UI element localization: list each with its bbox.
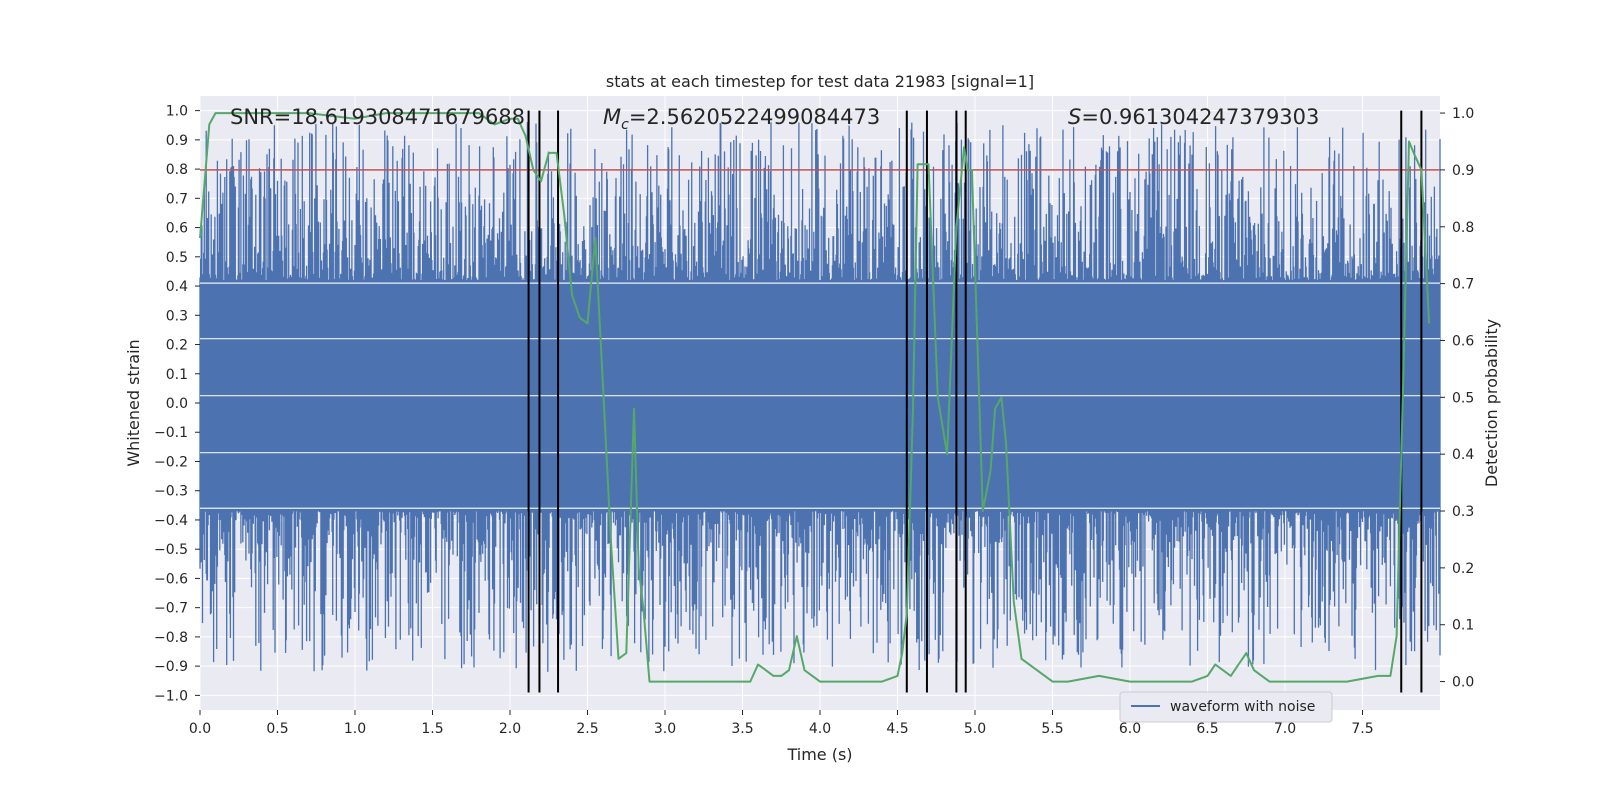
y2-axis-ticks: 1.0 0.9 0.8 0.7 0.6 0.5 0.4 0.3 0.2 0.1 0.0 — [1440, 106, 1474, 691]
x-tick-label: 7.0 — [1274, 721, 1296, 737]
chirp-mass-annotation: Mc=2.5620522499084473 — [603, 105, 880, 133]
y2-tick-label: 0.6 — [1452, 333, 1474, 349]
y2-tick-label: 0.7 — [1452, 277, 1474, 293]
s-symbol: S — [1068, 105, 1081, 129]
y-tick-label: −0.2 — [154, 454, 188, 470]
waveform-line — [199, 122, 1441, 672]
x-tick-label: 3.0 — [654, 721, 676, 737]
y-tick-label: −1.0 — [154, 688, 188, 704]
legend-label: waveform with noise — [1170, 699, 1315, 715]
x-tick-label: 7.5 — [1351, 721, 1373, 737]
y2-tick-label: 0.5 — [1452, 390, 1474, 406]
chirp-mass-symbol: M — [603, 105, 621, 129]
y-tick-label: −0.3 — [154, 484, 188, 500]
chirp-mass-value: =2.5620522499084473 — [629, 105, 880, 129]
probability-line — [199, 112, 1431, 683]
x-tick-label: 5.0 — [964, 721, 986, 737]
x-axis-ticks: 0.0 0.5 1.0 1.5 2.0 2.5 3.0 3.5 4.0 4.5 5.0 5.5 6.0 6… — [189, 710, 1374, 737]
y-axis-ticks: 1.0 0.9 0.8 0.7 0.6 0.5 0.4 0.3 0.2 0.1 0.0 −0.1 −0.… — [154, 104, 200, 704]
x-tick-label: 0.0 — [189, 721, 211, 737]
y-tick-label: −0.8 — [154, 630, 188, 646]
chart-title: stats at each timestep for test data 219… — [606, 72, 1034, 91]
y-axis-label: Whitened strain — [124, 339, 143, 466]
y2-tick-label: 0.4 — [1452, 447, 1474, 463]
chirp-mass-subscript: c — [621, 117, 629, 133]
y2-tick-label: 0.1 — [1452, 618, 1474, 634]
x-axis-label: Time (s) — [786, 745, 852, 764]
y2-tick-label: 0.3 — [1452, 504, 1474, 520]
legend-box — [1119, 691, 1333, 723]
y-tick-label: 0.8 — [166, 162, 188, 178]
x-tick-label: 4.0 — [809, 721, 831, 737]
x-tick-label: 0.5 — [266, 721, 288, 737]
event-markers — [527, 110, 1423, 693]
x-tick-label: 1.5 — [421, 721, 443, 737]
x-tick-label: 4.5 — [886, 721, 908, 737]
x-tick-label: 6.0 — [1119, 721, 1141, 737]
x-tick-label: 2.0 — [499, 721, 521, 737]
y2-tick-label: 0.2 — [1452, 561, 1474, 577]
waveform-band-gridlines — [200, 282, 1440, 509]
y-tick-label: 0.7 — [166, 191, 188, 207]
y-tick-label: 0.5 — [166, 250, 188, 266]
x-tick-label: 6.5 — [1196, 721, 1218, 737]
y2-tick-label: 0.0 — [1452, 675, 1474, 691]
y-tick-label: −0.7 — [154, 601, 188, 617]
probability-series — [199, 112, 1431, 683]
x-tick-label: 3.5 — [731, 721, 753, 737]
y-tick-label: −0.6 — [154, 571, 188, 587]
y2-axis-label: Detection probability — [1482, 319, 1501, 487]
x-tick-label: 1.0 — [344, 721, 366, 737]
x-tick-label: 5.5 — [1041, 721, 1063, 737]
snr-annotation: SNR=18.619308471679688 — [230, 105, 525, 129]
y-tick-label: 0.6 — [166, 221, 188, 237]
y2-tick-label: 0.8 — [1452, 220, 1474, 236]
y-tick-label: 0.0 — [166, 396, 188, 412]
y-tick-label: −0.1 — [154, 425, 188, 441]
y-tick-label: 0.9 — [166, 133, 188, 149]
y-tick-label: −0.4 — [154, 513, 188, 529]
y-tick-label: 0.3 — [166, 308, 188, 324]
y-tick-label: 0.4 — [166, 279, 188, 295]
s-value: =0.961304247379303 — [1081, 105, 1319, 129]
legend: waveform with noise — [1119, 691, 1333, 723]
y-tick-label: 1.0 — [166, 104, 188, 120]
y-tick-label: 0.1 — [166, 367, 188, 383]
y-tick-label: −0.9 — [154, 659, 188, 675]
y2-tick-label: 0.9 — [1452, 163, 1474, 179]
s-annotation: S=0.961304247379303 — [1068, 105, 1319, 129]
y2-tick-label: 1.0 — [1452, 106, 1474, 122]
y-tick-label: −0.5 — [154, 542, 188, 558]
x-tick-label: 2.5 — [576, 721, 598, 737]
y-tick-label: 0.2 — [166, 338, 188, 354]
